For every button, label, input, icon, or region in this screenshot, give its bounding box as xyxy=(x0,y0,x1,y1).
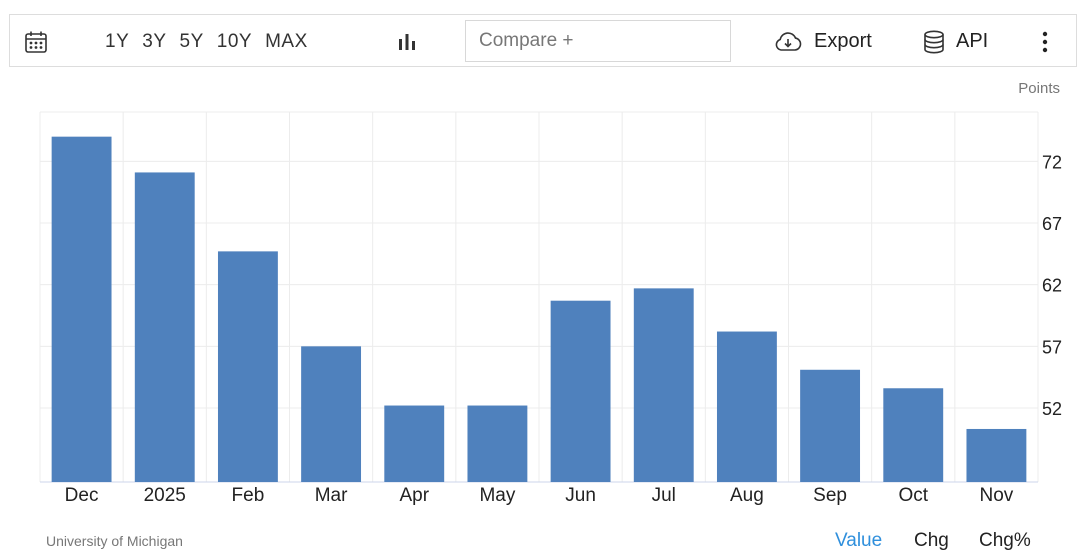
x-tick-label: Mar xyxy=(315,485,348,506)
cloud-download-icon xyxy=(775,31,802,51)
y-tick-label: 67 xyxy=(1042,214,1062,234)
bar-mar[interactable] xyxy=(301,346,362,482)
api-label: API xyxy=(956,30,989,52)
bar-apr[interactable] xyxy=(384,405,445,482)
export-label: Export xyxy=(814,30,872,52)
bar-dec[interactable] xyxy=(51,136,112,482)
range-1y-button[interactable]: 1Y xyxy=(105,30,130,52)
bar-may[interactable] xyxy=(467,405,528,482)
api-button[interactable]: API xyxy=(923,15,988,68)
chart-toolbar: 1Y 3Y 5Y 10Y MAX Compare + Export API xyxy=(9,14,1077,67)
compare-input[interactable]: Compare + xyxy=(465,20,731,62)
x-tick-label: Jul xyxy=(652,485,676,506)
range-max-button[interactable]: MAX xyxy=(265,30,308,52)
x-tick-label: Nov xyxy=(980,485,1014,506)
range-10y-button[interactable]: 10Y xyxy=(216,30,253,52)
x-tick-label: Jun xyxy=(565,485,596,506)
chart-grid xyxy=(39,111,1039,483)
bar-sep[interactable] xyxy=(800,369,861,482)
y-tick-label: 62 xyxy=(1042,276,1062,296)
x-tick-label: Apr xyxy=(399,485,429,506)
bar-feb[interactable] xyxy=(217,251,278,482)
database-icon xyxy=(924,29,944,54)
bar-jul[interactable] xyxy=(633,288,694,482)
bar-nov[interactable] xyxy=(966,428,1027,482)
x-tick-label: Dec xyxy=(65,485,99,506)
chart-bars xyxy=(51,136,1027,482)
bar-jun[interactable] xyxy=(550,300,611,482)
x-tick-label: Oct xyxy=(898,485,928,506)
y-axis-unit-label: Points xyxy=(1018,80,1060,97)
y-axis-labels: 52 57 62 67 72 xyxy=(1042,152,1062,419)
range-3y-button[interactable]: 3Y xyxy=(142,30,167,52)
x-tick-label: Feb xyxy=(232,485,265,506)
x-axis-labels: Dec 2025 Feb Mar Apr May Jun Jul Aug Sep Oct Nov xyxy=(65,485,1014,506)
y-tick-label: 52 xyxy=(1042,399,1062,419)
tab-chg-percent[interactable]: Chg% xyxy=(979,530,1031,551)
bar-chart: Dec 2025 Feb Mar Apr May Jun Jul Aug Sep Oct Nov 52… xyxy=(39,111,1062,506)
tab-chg[interactable]: Chg xyxy=(914,530,949,551)
source-label: University of Michigan xyxy=(46,533,183,549)
bar-oct[interactable] xyxy=(883,388,944,482)
calendar-icon[interactable] xyxy=(24,15,48,68)
bar-aug[interactable] xyxy=(716,331,777,482)
x-tick-label: 2025 xyxy=(144,485,186,506)
x-tick-label: May xyxy=(479,485,515,506)
y-tick-label: 72 xyxy=(1042,152,1062,172)
range-5y-button[interactable]: 5Y xyxy=(179,30,204,52)
bar-2025[interactable] xyxy=(134,172,195,482)
export-button[interactable]: Export xyxy=(773,15,872,68)
x-tick-label: Sep xyxy=(813,485,847,506)
tab-value[interactable]: Value xyxy=(835,530,883,551)
range-selector: 1Y 3Y 5Y 10Y MAX xyxy=(104,15,320,68)
bar-chart-icon[interactable] xyxy=(396,15,418,68)
y-tick-label: 57 xyxy=(1042,337,1062,357)
more-options-icon[interactable] xyxy=(1042,15,1048,68)
x-tick-label: Aug xyxy=(730,485,764,506)
